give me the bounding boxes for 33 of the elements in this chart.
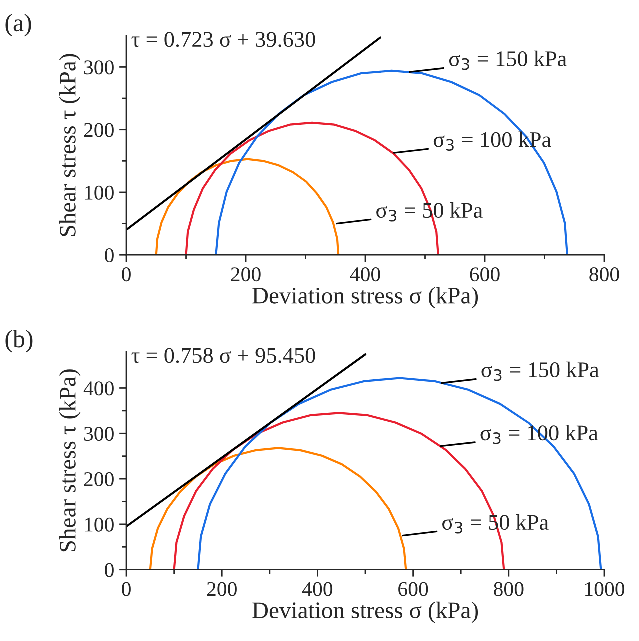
y-tick-label: 300: [84, 60, 114, 75]
y-tick-label: 100: [85, 186, 114, 200]
annotation: τ = 0.723 σ + 39.630: [132, 32, 316, 48]
x-tick-label: 0: [122, 582, 131, 596]
x-tick-label: 800: [494, 582, 524, 596]
annotation: σ$_{3}$ = 150 kPa: [482, 362, 600, 382]
y-tick-label: 200: [84, 472, 114, 486]
x-tick-label: 200: [231, 268, 261, 282]
y-tick-label: 400: [84, 382, 114, 396]
y-tick-label: 100: [85, 518, 114, 532]
x-tick-label: 200: [207, 582, 237, 596]
y-tick-label: 200: [84, 123, 114, 138]
x-tick-label: 0: [122, 268, 131, 282]
y-axis-title: Shear stress τ (kPa): [59, 370, 81, 552]
x-tick-label: 800: [590, 268, 620, 282]
x-tick-label: 1000: [585, 582, 625, 596]
x-tick-label: 400: [350, 268, 380, 282]
chart-title: (a): [6, 14, 32, 37]
x-axis-title: Deviation stress σ (kPa): [252, 287, 478, 309]
line-series: [215, 70, 568, 256]
x-tick-label: 400: [302, 582, 333, 596]
x-tick-label: 600: [470, 268, 500, 282]
line-series: [155, 158, 340, 256]
chart-title: (b): [6, 330, 33, 353]
annotation: τ = 0.758 σ + 95.450: [132, 348, 316, 364]
x-tick-label: 600: [398, 582, 428, 596]
y-tick-label: 0: [105, 248, 114, 263]
y-axis-title: Shear stress τ (kPa): [59, 54, 81, 236]
y-tick-label: 0: [105, 563, 114, 578]
x-axis-title: Deviation stress σ (kPa): [252, 602, 478, 624]
annotation: σ$_{3}$ = 150 kPa: [449, 50, 567, 70]
line-series: [149, 447, 408, 570]
y-tick-label: 300: [84, 427, 114, 442]
